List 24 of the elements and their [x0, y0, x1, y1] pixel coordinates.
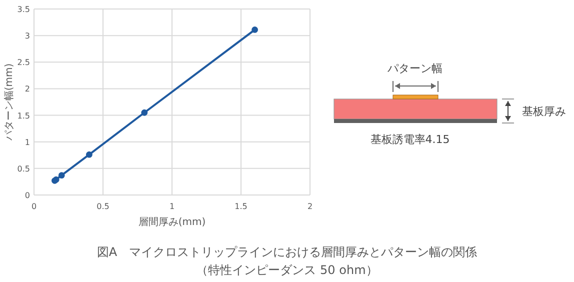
y-tick-label: 0.5: [17, 164, 30, 174]
text: 図A マイクロストリップラインにおける層間厚みとパターン幅の関係: [96, 245, 478, 259]
point: [252, 26, 258, 33]
y-tick-label: 1.5: [17, 111, 30, 120]
x-tick-label: 1.5: [234, 202, 248, 211]
point: [58, 172, 65, 179]
x-axis-title: 層間厚み(mm): [138, 217, 206, 228]
text: 基板厚み: [522, 105, 566, 118]
text: （特性インピーダンス 50 ohm）: [196, 263, 378, 277]
y-tick-label: 3.5: [17, 5, 30, 14]
y-tick-label: 1: [24, 138, 30, 147]
y-tick-label: 2.5: [17, 58, 30, 68]
text: パターン幅: [386, 62, 442, 75]
x-tick-label: 0: [31, 202, 37, 211]
x-tick-label: 1: [169, 202, 175, 211]
y-axis-title: パターン幅(mm): [3, 63, 15, 142]
point: [141, 109, 148, 116]
y-tick-label: 0: [24, 191, 30, 200]
point: [86, 151, 92, 158]
y-tick-label: 3: [24, 32, 30, 41]
y-tick-label: 2: [24, 84, 30, 94]
x-tick-label: 0.5: [96, 202, 110, 211]
x-tick-label: 2: [307, 202, 313, 211]
text: 基板誘電率4.15: [370, 133, 450, 146]
